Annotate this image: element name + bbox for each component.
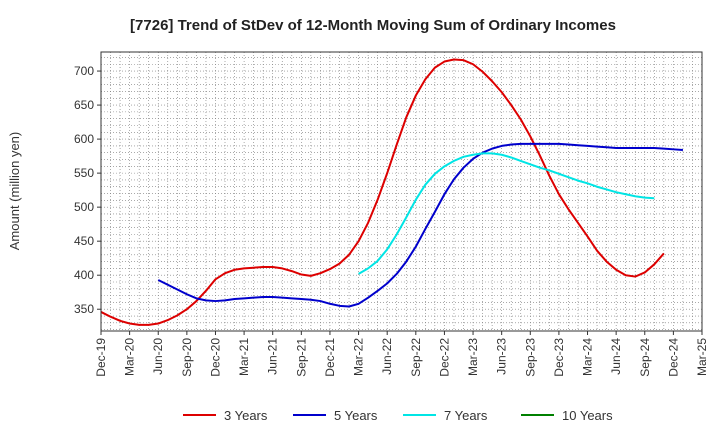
x-tick-label: Jun-24 bbox=[609, 338, 623, 375]
y-tick-label: 500 bbox=[74, 200, 94, 214]
x-tick-label: Jun-23 bbox=[495, 338, 509, 375]
x-tick-label: Jun-22 bbox=[380, 338, 394, 375]
y-tick-label: 650 bbox=[74, 98, 94, 112]
x-tick-label: Mar-25 bbox=[695, 338, 709, 376]
series-line-3-years bbox=[100, 58, 665, 326]
series-line-7-years bbox=[358, 152, 655, 275]
y-tick-label: 400 bbox=[74, 268, 94, 282]
x-tick-label: Sep-23 bbox=[523, 338, 537, 377]
y-tick-label: 700 bbox=[74, 64, 94, 78]
legend-label-10-years: 10 Years bbox=[562, 408, 613, 423]
x-tick-label: Mar-20 bbox=[123, 338, 137, 376]
legend-label-7-years: 7 Years bbox=[444, 408, 488, 423]
x-tick-label: Sep-20 bbox=[180, 338, 194, 377]
axis-layer: 350 400 450 500 550 600 650 700 Dec-19 Mar-20 Jun-… bbox=[74, 64, 709, 377]
x-tick-label: Mar-21 bbox=[237, 338, 251, 376]
y-tick-label: 600 bbox=[74, 132, 94, 146]
x-tick-label: Sep-21 bbox=[294, 338, 308, 377]
y-tick-label: 450 bbox=[74, 234, 94, 248]
plot-frame bbox=[100, 51, 703, 332]
legend-layer: 3 Years 5 Years 7 Years 10 Years bbox=[183, 408, 613, 423]
x-tick-label: Jun-20 bbox=[151, 338, 165, 375]
x-tick-label: Mar-22 bbox=[352, 338, 366, 376]
y-tick-label: 550 bbox=[74, 166, 94, 180]
legend-label-3-years: 3 Years bbox=[224, 408, 268, 423]
x-tick-label: Sep-22 bbox=[409, 338, 423, 377]
x-tick-label: Mar-24 bbox=[581, 338, 595, 376]
y-tick-label: 350 bbox=[74, 302, 94, 316]
chart-title: [7726] Trend of StDev of 12-Month Moving… bbox=[130, 17, 616, 34]
x-tick-label: Mar-23 bbox=[466, 338, 480, 376]
x-tick-label: Sep-24 bbox=[638, 338, 652, 377]
series-layer bbox=[100, 58, 683, 326]
x-tick-label: Dec-20 bbox=[208, 338, 222, 377]
x-tick-label: Dec-24 bbox=[666, 338, 680, 377]
x-tick-label: Dec-21 bbox=[323, 338, 337, 377]
y-axis-label: Amount (million yen) bbox=[7, 132, 22, 251]
legend-label-5-years: 5 Years bbox=[334, 408, 378, 423]
x-tick-label: Dec-19 bbox=[94, 338, 108, 377]
x-tick-label: Dec-22 bbox=[437, 338, 451, 377]
x-tick-label: Dec-23 bbox=[552, 338, 566, 377]
series-line-5-years bbox=[157, 142, 683, 308]
x-tick-label: Jun-21 bbox=[266, 338, 280, 375]
